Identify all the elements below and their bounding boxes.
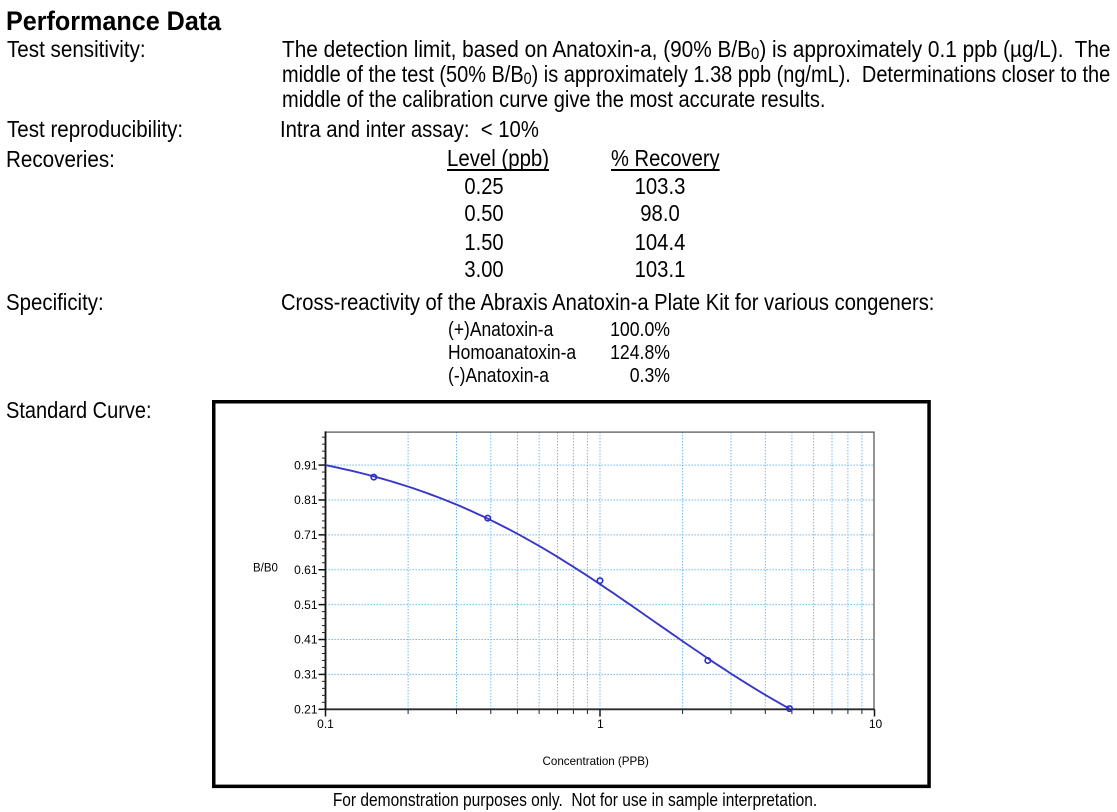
svg-text:0.91: 0.91 [294,458,318,472]
svg-text:0.51: 0.51 [294,597,318,611]
svg-text:B/B0: B/B0 [253,562,278,574]
svg-text:Concentration (PPB): Concentration (PPB) [543,755,649,768]
svg-text:0.21: 0.21 [294,702,318,716]
svg-text:0.1: 0.1 [317,716,334,730]
svg-text:0.71: 0.71 [294,528,318,542]
svg-text:0.61: 0.61 [294,562,318,576]
svg-text:0.31: 0.31 [294,667,318,681]
svg-text:10: 10 [869,716,883,730]
svg-text:0.81: 0.81 [294,493,318,507]
svg-text:1: 1 [597,716,604,730]
svg-text:0.41: 0.41 [294,632,318,646]
